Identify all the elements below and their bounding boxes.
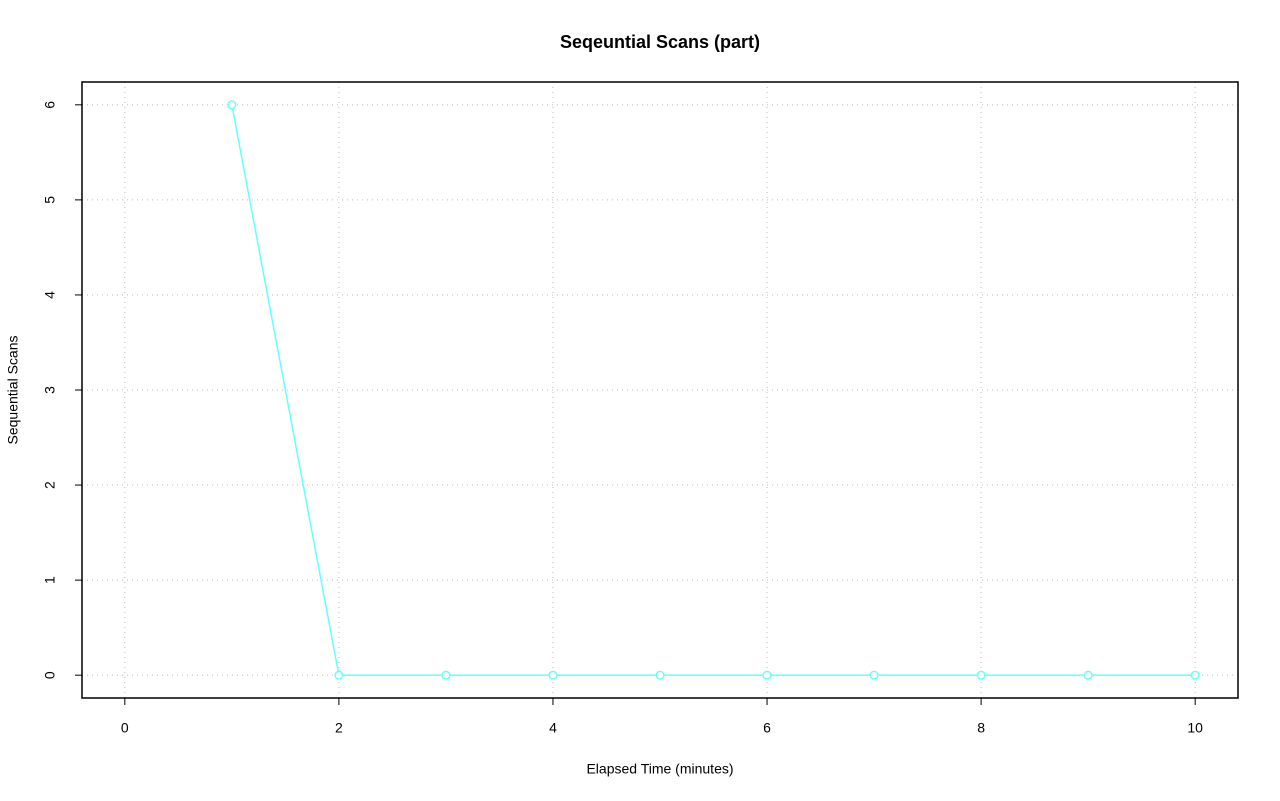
point	[227, 100, 237, 110]
point	[334, 670, 344, 680]
y-tick-label: 1	[42, 576, 58, 584]
x-tick-label: 6	[763, 720, 771, 736]
y-tick-label: 6	[42, 101, 58, 109]
y-tick-label: 3	[42, 386, 58, 394]
y-tick-label: 0	[42, 671, 58, 679]
plot-frame	[81, 81, 1239, 699]
x-tick-label: 0	[121, 720, 129, 736]
point	[655, 670, 665, 680]
point	[869, 670, 879, 680]
point	[441, 670, 451, 680]
point	[762, 670, 772, 680]
x-axis-label: Elapsed Time (minutes)	[586, 761, 733, 777]
y-tick-label: 5	[42, 196, 58, 204]
y-tick-label: 2	[42, 481, 58, 489]
point	[1190, 670, 1200, 680]
y-axis-label: Sequential Scans	[5, 336, 21, 445]
chart-title: Seqeuntial Scans (part)	[560, 32, 760, 52]
point	[976, 670, 986, 680]
x-tick-label: 8	[977, 720, 985, 736]
x-tick-label: 2	[335, 720, 343, 736]
x-tick-label: 4	[549, 720, 557, 736]
point	[1083, 670, 1093, 680]
y-tick-label: 4	[42, 291, 58, 299]
x-tick-label: 10	[1187, 720, 1203, 736]
point	[548, 670, 558, 680]
line	[231, 104, 1196, 676]
